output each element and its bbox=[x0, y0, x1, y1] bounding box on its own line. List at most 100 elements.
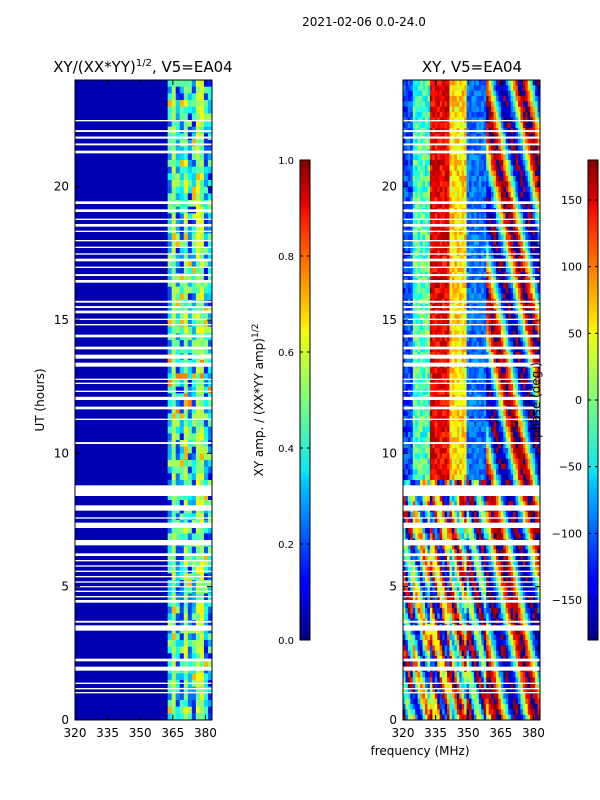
heatmap-cell bbox=[187, 186, 193, 194]
heatmap-cell bbox=[175, 253, 181, 261]
heatmap-cell bbox=[207, 113, 213, 121]
heatmap-cell bbox=[410, 645, 414, 652]
heatmap-cell bbox=[179, 113, 185, 121]
heatmap-cell bbox=[175, 546, 181, 554]
heatmap-cell bbox=[179, 533, 185, 541]
data-gap-band bbox=[75, 378, 212, 380]
y-tick-label: 10 bbox=[54, 446, 69, 460]
heatmap-cell bbox=[403, 138, 406, 145]
heatmap-cell bbox=[183, 93, 189, 101]
heatmap-cell bbox=[407, 176, 411, 182]
heatmap-cell bbox=[203, 113, 209, 121]
heatmap-cell bbox=[167, 553, 173, 561]
amplitude-y-axis-label: UT (hours) bbox=[33, 368, 47, 431]
heatmap-cell bbox=[183, 273, 189, 281]
heatmap-cell bbox=[417, 224, 421, 230]
heatmap-cell bbox=[187, 673, 193, 681]
heatmap-cell bbox=[417, 608, 421, 614]
heatmap-cell bbox=[415, 282, 419, 289]
heatmap-cell bbox=[187, 646, 193, 654]
heatmap-cell bbox=[167, 586, 173, 594]
heatmap-cell bbox=[179, 280, 185, 288]
figure-suptitle: 2021-02-06 0.0-24.0 bbox=[302, 15, 426, 29]
heatmap-cell bbox=[405, 549, 409, 556]
heatmap-cell bbox=[403, 282, 406, 289]
heatmap-cell bbox=[187, 113, 193, 121]
heatmap-cell bbox=[175, 553, 181, 561]
heatmap-cell bbox=[171, 480, 177, 488]
heatmap-cell bbox=[203, 346, 209, 354]
heatmap-cell bbox=[203, 673, 209, 681]
heatmap-cell bbox=[179, 233, 185, 241]
heatmap-cell bbox=[412, 138, 416, 145]
heatmap-cell bbox=[187, 340, 193, 348]
heatmap-cell bbox=[412, 336, 416, 342]
heatmap-cell bbox=[195, 400, 201, 408]
heatmap-cell bbox=[199, 146, 205, 154]
heatmap-cell bbox=[203, 180, 209, 188]
heatmap-cell bbox=[167, 406, 173, 414]
heatmap-cell bbox=[207, 306, 213, 314]
heatmap-cell bbox=[410, 80, 414, 86]
heatmap-cell bbox=[415, 437, 419, 444]
heatmap-cell bbox=[171, 473, 177, 481]
heatmap-cell bbox=[415, 613, 419, 620]
heatmap-cell bbox=[179, 306, 185, 314]
heatmap-cell bbox=[410, 378, 414, 385]
heatmap-cell bbox=[420, 133, 424, 140]
heatmap-cell bbox=[187, 613, 193, 621]
heatmap-cell bbox=[195, 326, 201, 334]
heatmap-cell bbox=[183, 146, 189, 154]
heatmap-cell bbox=[167, 500, 173, 508]
heatmap-cell bbox=[415, 688, 419, 694]
heatmap-cell bbox=[199, 300, 205, 308]
data-gap-band bbox=[75, 586, 212, 588]
heatmap-cell bbox=[412, 421, 416, 428]
heatmap-cell bbox=[415, 368, 419, 374]
heatmap-cell bbox=[207, 480, 213, 488]
heatmap-cell bbox=[407, 501, 411, 508]
heatmap-cell bbox=[207, 693, 213, 701]
heatmap-cell bbox=[167, 566, 173, 574]
heatmap-cell bbox=[203, 420, 209, 428]
amplitude-panel-title: XY/(XX*YY)1/2, V5=EA04 bbox=[53, 58, 232, 76]
heatmap-cell bbox=[417, 330, 421, 337]
heatmap-cell bbox=[412, 677, 416, 684]
heatmap-cell bbox=[407, 101, 411, 108]
heatmap-cell bbox=[199, 413, 205, 421]
heatmap-cell bbox=[199, 246, 205, 254]
heatmap-cell bbox=[167, 460, 173, 468]
heatmap-cell bbox=[175, 620, 181, 628]
heatmap-cell bbox=[203, 213, 209, 221]
heatmap-cell bbox=[171, 340, 177, 348]
heatmap-cell bbox=[171, 226, 177, 234]
heatmap-cell bbox=[403, 528, 406, 534]
heatmap-cell bbox=[195, 213, 201, 221]
heatmap-cell bbox=[191, 373, 197, 381]
heatmap-cell bbox=[403, 410, 406, 417]
heatmap-cell bbox=[407, 677, 411, 684]
heatmap-cell bbox=[407, 586, 411, 593]
heatmap-cell bbox=[405, 672, 409, 678]
heatmap-cell bbox=[167, 660, 173, 668]
heatmap-cell bbox=[183, 180, 189, 188]
heatmap-cell bbox=[207, 493, 213, 501]
heatmap-cell bbox=[203, 80, 209, 88]
heatmap-cell bbox=[179, 406, 185, 414]
heatmap-cell bbox=[403, 570, 406, 577]
heatmap-cell bbox=[207, 186, 213, 194]
heatmap-cell bbox=[171, 446, 177, 454]
x-tick-label: 320 bbox=[64, 726, 87, 740]
heatmap-cell bbox=[417, 512, 421, 518]
heatmap-cell bbox=[167, 80, 173, 88]
heatmap-cell bbox=[407, 448, 411, 454]
heatmap-cell bbox=[183, 526, 189, 534]
heatmap-cell bbox=[191, 600, 197, 608]
heatmap-cell bbox=[403, 80, 406, 86]
heatmap-cell bbox=[410, 202, 414, 209]
heatmap-cell bbox=[417, 410, 421, 417]
heatmap-cell bbox=[415, 432, 419, 438]
heatmap-cell bbox=[403, 565, 406, 572]
heatmap-cell bbox=[179, 186, 185, 194]
heatmap-cell bbox=[407, 544, 411, 550]
